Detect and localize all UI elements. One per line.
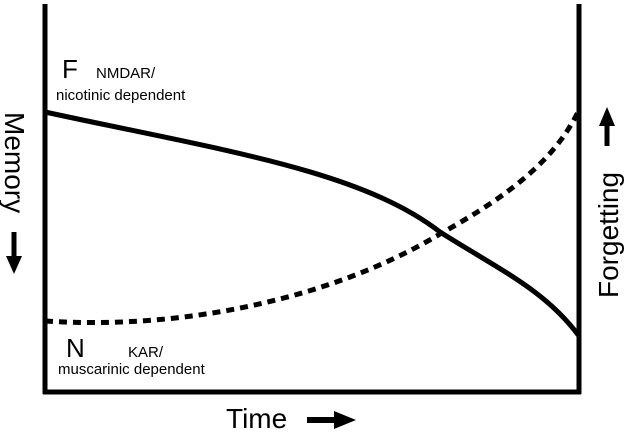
f-letter: F (62, 54, 78, 84)
n-subscript: KAR/ (128, 344, 164, 361)
forgetting-label: Forgetting (593, 172, 624, 298)
f-subtitle: nicotinic dependent (56, 87, 186, 104)
f-curve (44, 109, 582, 338)
time-label: Time (226, 403, 287, 434)
n-letter: N (66, 333, 85, 363)
time-right-arrow-icon (307, 411, 356, 429)
n-curve (44, 108, 582, 326)
memory-label: Memory (0, 112, 30, 213)
forgetting-up-arrow-icon (599, 107, 615, 146)
memory-down-arrow-icon (6, 232, 22, 274)
n-subtitle: muscarinic dependent (58, 361, 206, 378)
f-subscript: NMDAR/ (96, 65, 156, 82)
